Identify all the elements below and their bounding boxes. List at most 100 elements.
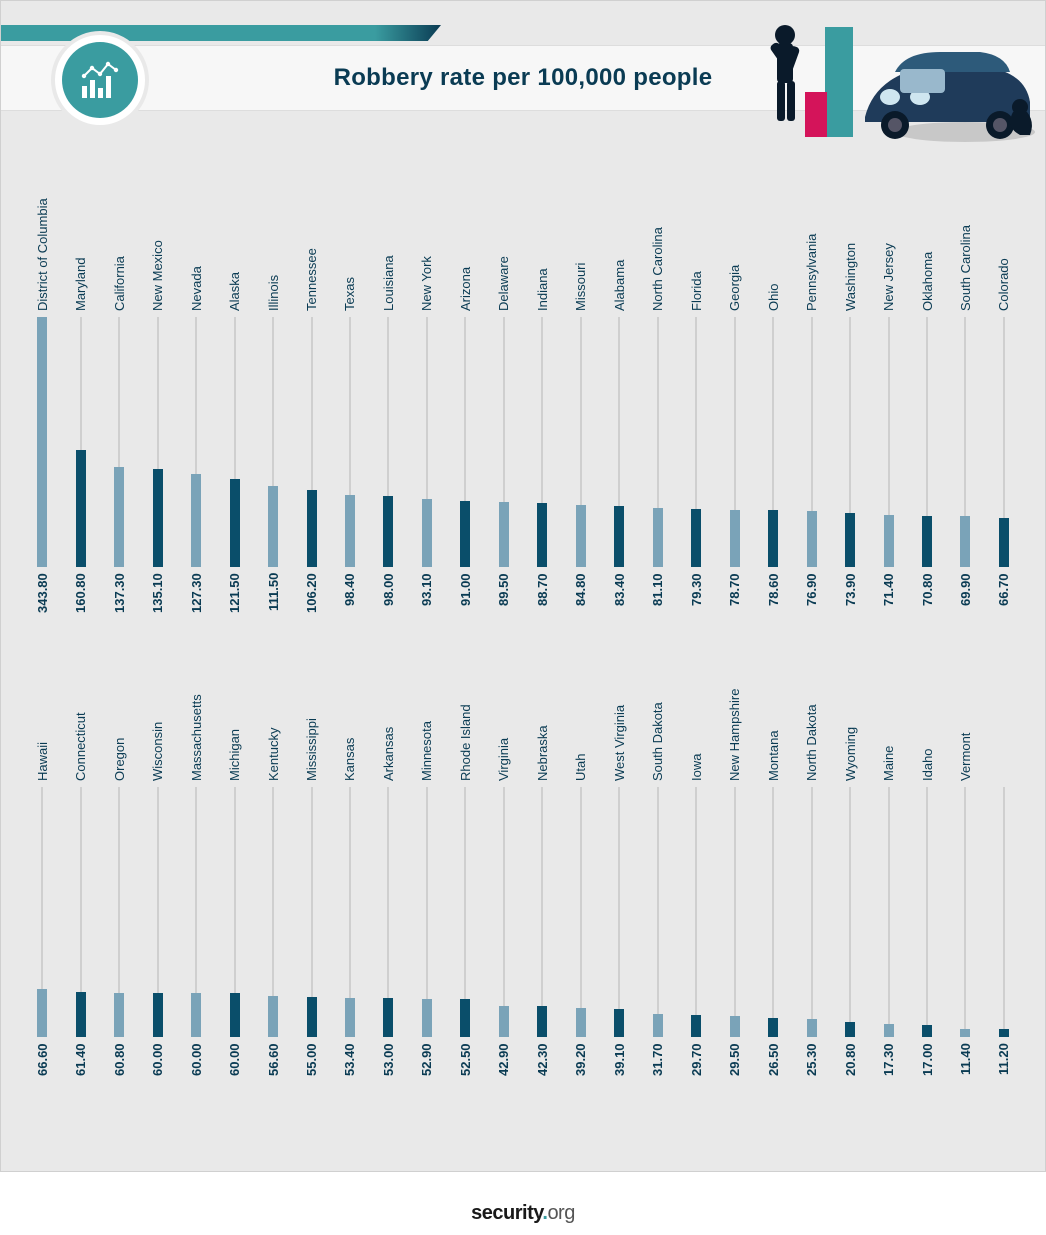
chart-column: 11.20 [985,661,1023,1101]
chart-column: South Carolina69.90 [946,161,984,631]
bar [37,317,47,567]
chart-column: Arkansas53.00 [369,661,407,1101]
bar-wrap [100,317,138,567]
bar-wrap [485,317,523,567]
chart-column: District of Columbia343.80 [23,161,61,631]
chart-panel-2: Hawaii66.60Connecticut61.40Oregon60.80Wi… [23,661,1023,1101]
bar-label: Missouri [573,161,588,311]
bar-wrap [715,787,753,1037]
bar-label: Washington [843,161,858,311]
bar-label: Rhode Island [458,661,473,781]
bar-label: Pennsylvania [804,161,819,311]
footer-brand-light: org [547,1202,574,1224]
bar [191,993,201,1037]
bar-value: 25.30 [804,1043,819,1101]
grid-line [773,787,774,1037]
bar-wrap [446,317,484,567]
chart-column: Wisconsin60.00 [138,661,176,1101]
chart-column: Illinois111.50 [254,161,292,631]
bar-wrap [715,317,753,567]
bar-value: 127.30 [189,573,204,631]
bar-value: 29.50 [727,1043,742,1101]
bar-label: Alaska [227,161,242,311]
chart-column: Ohio78.60 [754,161,792,631]
bar-wrap [639,787,677,1037]
bar-label: New Mexico [150,161,165,311]
chart-column: Iowa29.70 [677,661,715,1101]
chart-column: Mississippi55.00 [292,661,330,1101]
bar-wrap [869,317,907,567]
bar [999,1029,1009,1037]
grid-line [503,787,504,1037]
chart-column: Louisiana98.00 [369,161,407,631]
bar-wrap [946,787,984,1037]
chart-column: Virginia42.90 [485,661,523,1101]
bar-wrap [677,787,715,1037]
bar [76,992,86,1037]
bar-label: Arkansas [381,661,396,781]
chart-column: Nevada127.30 [177,161,215,631]
chart-column: Georgia78.70 [715,161,753,631]
infographic-container: Robbery rate per 100,000 people [0,0,1046,1172]
bar-wrap [215,317,253,567]
bar-value: 11.40 [958,1043,973,1101]
bar-value: 39.20 [573,1043,588,1101]
bar-value: 42.30 [535,1043,550,1101]
bar-value: 70.80 [920,573,935,631]
bar-value: 111.50 [266,573,281,631]
bar-wrap [985,787,1023,1037]
bar-value: 66.70 [996,573,1011,631]
bar-label: North Dakota [804,661,819,781]
bar-wrap [254,317,292,567]
bar [230,993,240,1037]
bar-wrap [600,317,638,567]
grid-line [850,787,851,1037]
bar-label: Maine [881,661,896,781]
chart-column: Vermont 11.40 [946,661,984,1101]
bar-wrap [215,787,253,1037]
bar-wrap [138,787,176,1037]
bar-label: New Hampshire [727,661,742,781]
bar-wrap [562,787,600,1037]
bar-wrap [369,787,407,1037]
bar-wrap [908,317,946,567]
bar-value: 55.00 [304,1043,319,1101]
bar [153,993,163,1037]
bar-label: Vermont [958,661,973,781]
bar-value: 78.70 [727,573,742,631]
bar-label: North Carolina [650,161,665,311]
bar-label: Maryland [73,161,88,311]
bar-wrap [792,787,830,1037]
bar [845,513,855,567]
chart-column: Kentucky56.60 [254,661,292,1101]
bar [576,1008,586,1037]
bar [499,502,509,567]
bar [114,467,124,567]
bar [884,1024,894,1037]
chart-column: Montana26.50 [754,661,792,1101]
bar-label: Wisconsin [150,661,165,781]
chart-column: Minnesota52.90 [408,661,446,1101]
bar-value: 160.80 [73,573,88,631]
bar-wrap [908,787,946,1037]
bar-value: 17.00 [920,1043,935,1101]
bar-label: Colorado [996,161,1011,311]
chart-column: Idaho17.00 [908,661,946,1101]
bar [537,1006,547,1037]
bar [884,515,894,567]
bar-value: 93.10 [419,573,434,631]
chart-column: Hawaii66.60 [23,661,61,1101]
grid-line [696,787,697,1037]
chart-column: Oregon60.80 [100,661,138,1101]
bar [922,1025,932,1037]
chart-column: Indiana88.70 [523,161,561,631]
bar-label: Ohio [766,161,781,311]
bar-wrap [562,317,600,567]
bar-value: 121.50 [227,573,242,631]
footer-brand: security.org [471,1202,575,1224]
bar-label: Arizona [458,161,473,311]
bar-wrap [138,317,176,567]
chart-column: Wyoming20.80 [831,661,869,1101]
bar [691,509,701,567]
chart-icon [62,42,138,118]
